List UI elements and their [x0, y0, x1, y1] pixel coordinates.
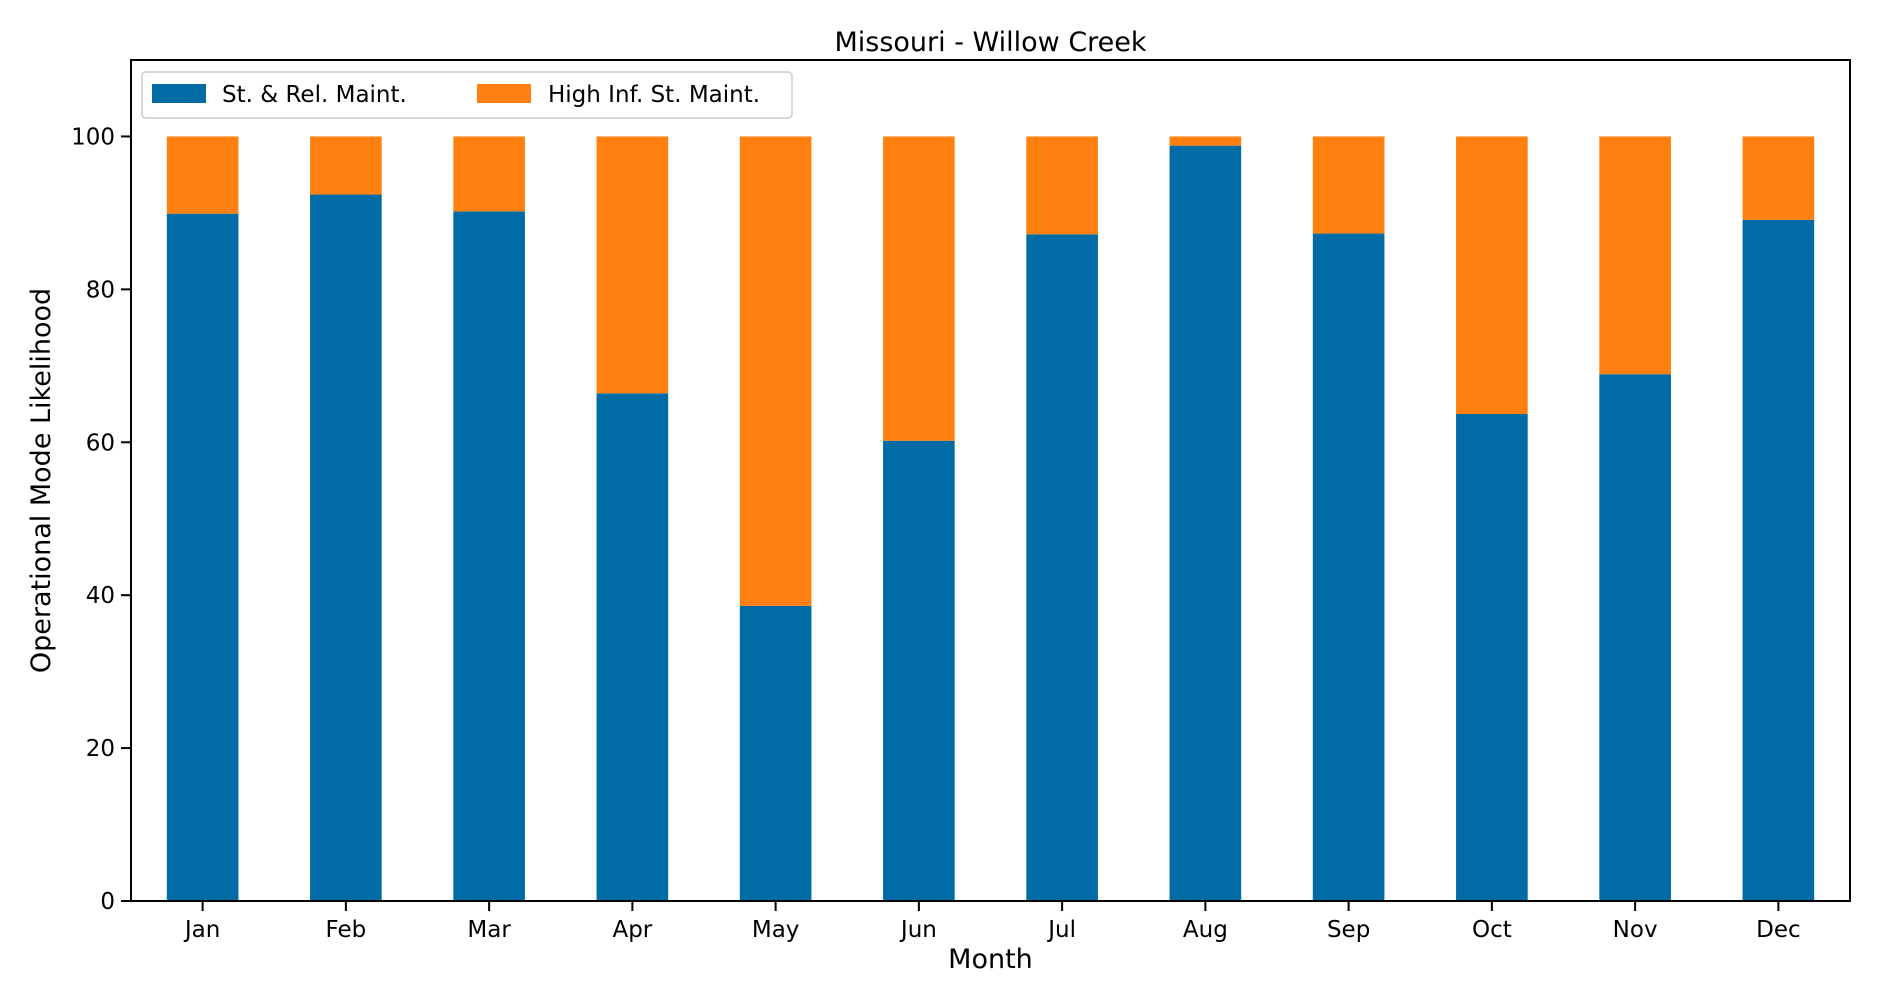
- legend-label-series-1: St. & Rel. Maint.: [222, 82, 407, 108]
- bar-jun-series-1: [883, 440, 955, 901]
- legend-swatch-series-1: [152, 84, 206, 103]
- bar-feb-series-2: [310, 136, 382, 195]
- bar-jan-series-2: [166, 136, 239, 214]
- x-tick-label-feb: Feb: [326, 917, 367, 943]
- y-axis-label: Operational Mode Likelihood: [26, 288, 57, 673]
- bar-jun-series-2: [883, 136, 955, 441]
- y-tick-label: 20: [86, 736, 115, 762]
- x-tick-label-aug: Aug: [1183, 917, 1228, 943]
- x-tick-label-nov: Nov: [1613, 917, 1658, 943]
- x-axis: Jan Feb Mar Apr May Jun Jul Aug Sep Oct Nov Dec: [183, 901, 1801, 943]
- plot-frame: [130, 59, 1851, 902]
- bar-nov-series-2: [1599, 136, 1671, 375]
- bar-jan-series-1: [166, 213, 239, 901]
- bar-dec-series-2: [1742, 136, 1815, 220]
- chart-title: Missouri - Willow Creek: [834, 27, 1146, 58]
- legend: St. & Rel. Maint. High Inf. St. Maint.: [141, 71, 793, 119]
- legend-swatch-series-2: [477, 84, 531, 103]
- bar-aug-series-1: [1169, 145, 1242, 901]
- x-tick-label-apr: Apr: [612, 917, 652, 943]
- bar-sep-series-2: [1312, 136, 1385, 234]
- bar-may-series-2: [739, 136, 812, 606]
- bar-nov-series-1: [1599, 374, 1671, 902]
- x-tick-label-sep: Sep: [1327, 917, 1370, 943]
- bar-apr-series-2: [596, 136, 669, 394]
- legend-label-series-2: High Inf. St. Maint.: [548, 82, 760, 108]
- bar-mar-series-1: [453, 211, 525, 901]
- legend-box: [141, 71, 793, 119]
- bar-oct-series-2: [1456, 136, 1528, 414]
- y-tick-label: 100: [71, 124, 115, 150]
- bar-oct-series-1: [1456, 413, 1528, 901]
- x-tick-label-jan: Jan: [183, 917, 220, 943]
- y-axis: 0 20 40 60 80 100: [71, 124, 131, 915]
- bar-sep-series-1: [1312, 233, 1385, 901]
- y-tick-label: 40: [86, 583, 115, 609]
- x-axis-label: Month: [948, 944, 1033, 975]
- bar-may-series-1: [739, 605, 812, 901]
- bar-feb-series-1: [310, 194, 382, 901]
- bar-dec-series-1: [1742, 219, 1815, 902]
- bar-jul-series-2: [1026, 136, 1098, 235]
- x-tick-label-jun: Jun: [899, 917, 937, 943]
- x-tick-label-may: May: [752, 917, 800, 943]
- bar-mar-series-2: [453, 136, 525, 212]
- bar-aug-series-2: [1169, 136, 1242, 146]
- x-tick-label-mar: Mar: [467, 917, 511, 943]
- y-tick-label: 0: [100, 889, 115, 915]
- x-tick-label-dec: Dec: [1756, 917, 1801, 943]
- x-tick-label-oct: Oct: [1472, 917, 1512, 943]
- y-tick-label: 80: [86, 277, 115, 303]
- bar-jul-series-1: [1026, 234, 1098, 902]
- y-tick-label: 60: [86, 430, 115, 456]
- x-tick-label-jul: Jul: [1046, 917, 1076, 943]
- bar-apr-series-1: [596, 393, 669, 901]
- bars-layer: [166, 136, 1815, 902]
